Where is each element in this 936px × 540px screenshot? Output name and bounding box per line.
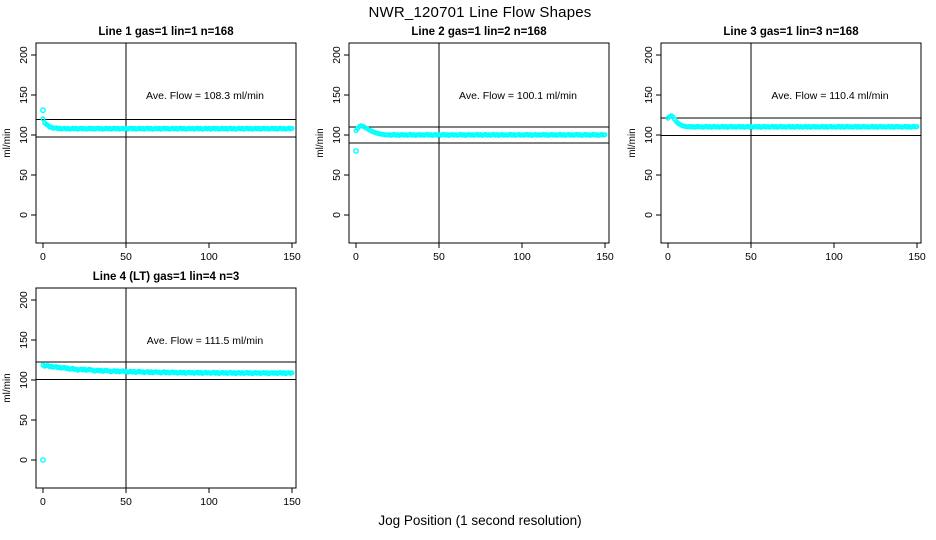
y-tick-label: 50 — [18, 414, 30, 426]
y-tick-label: 150 — [18, 86, 30, 104]
y-tick-label: 0 — [18, 212, 30, 218]
data-point — [289, 125, 295, 131]
outlier-point — [40, 107, 46, 114]
main-title: NWR_120701 Line Flow Shapes — [368, 4, 592, 21]
y-tick-label: 200 — [18, 46, 30, 64]
y-tick-label: 150 — [18, 331, 30, 349]
x-axis-label: Jog Position (1 second resolution) — [378, 513, 582, 528]
y-tick-label: 200 — [18, 291, 30, 309]
x-tick-label: 0 — [353, 251, 359, 263]
y-tick-label: 0 — [643, 212, 655, 218]
y-tick-label: 200 — [643, 46, 655, 64]
y-tick-label: 50 — [643, 169, 655, 181]
y-tick-label: 150 — [643, 86, 655, 104]
x-tick-label: 50 — [120, 496, 132, 508]
panel-title: Line 4 (LT) gas=1 lin=4 n=3 — [93, 271, 239, 283]
x-tick-label: 0 — [40, 251, 46, 263]
panel-4: 0 50 100 150 200 0 50 100 150 ml/min Line 4 (LT) g… — [2, 271, 301, 508]
x-tick-label: 50 — [745, 251, 757, 263]
y-tick-label: 100 — [643, 126, 655, 144]
y-tick-label: 50 — [331, 169, 343, 181]
x-tick-label: 100 — [200, 251, 218, 263]
data-point — [289, 370, 295, 376]
y-tick-label: 0 — [331, 212, 343, 218]
plot-box — [35, 287, 297, 489]
outlier-point — [353, 148, 359, 154]
panel-title: Line 1 gas=1 lin=1 n=168 — [98, 26, 234, 38]
data-point — [40, 116, 46, 122]
y-axis-unit-label: ml/min — [2, 373, 13, 402]
outlier-point — [40, 457, 46, 463]
panel-title: Line 2 gas=1 lin=2 n=168 — [411, 26, 547, 38]
data-points — [353, 123, 608, 154]
x-tick-label: 0 — [40, 496, 46, 508]
y-axis-unit-label: ml/min — [315, 128, 326, 157]
panel-1: 0 50 100 150 200 0 50 100 150 ml/min Line 1 gas=1 … — [2, 26, 301, 263]
x-tick-label: 100 — [825, 251, 843, 263]
x-tick-label: 150 — [283, 251, 301, 263]
y-tick-label: 0 — [18, 457, 30, 463]
x-tick-label: 50 — [433, 251, 445, 263]
x-tick-label: 100 — [200, 496, 218, 508]
panel-title: Line 3 gas=1 lin=3 n=168 — [723, 26, 859, 38]
y-axis-unit-label: ml/min — [2, 128, 13, 157]
x-tick-label: 150 — [596, 251, 614, 263]
plot-box — [35, 42, 297, 244]
x-tick-label: 0 — [665, 251, 671, 263]
x-tick-label: 50 — [120, 251, 132, 263]
panel-3: 0 50 100 150 200 0 50 100 150 ml/min Line 3 gas=1 … — [627, 26, 926, 263]
data-point — [914, 124, 920, 130]
data-points — [40, 362, 295, 463]
panel-2: 0 50 100 150 200 0 50 100 150 ml/min Line 2 gas=1 … — [315, 26, 614, 263]
ave-flow-annotation: Ave. Flow = 108.3 ml/min — [146, 90, 264, 102]
y-tick-label: 150 — [331, 86, 343, 104]
data-point — [602, 132, 608, 138]
y-tick-label: 100 — [331, 126, 343, 144]
x-tick-label: 100 — [513, 251, 531, 263]
y-tick-label: 200 — [331, 46, 343, 64]
x-tick-label: 150 — [283, 496, 301, 508]
data-points — [40, 107, 295, 132]
y-tick-label: 100 — [18, 126, 30, 144]
ave-flow-annotation: Ave. Flow = 111.5 ml/min — [147, 335, 264, 347]
plot-box — [660, 42, 922, 244]
y-tick-label: 100 — [18, 371, 30, 389]
ave-flow-annotation: Ave. Flow = 110.4 ml/min — [771, 90, 888, 102]
y-axis-unit-label: ml/min — [627, 128, 638, 157]
ave-flow-annotation: Ave. Flow = 100.1 ml/min — [459, 90, 577, 102]
x-tick-label: 150 — [908, 251, 926, 263]
y-tick-label: 50 — [18, 169, 30, 181]
data-points — [665, 113, 920, 130]
